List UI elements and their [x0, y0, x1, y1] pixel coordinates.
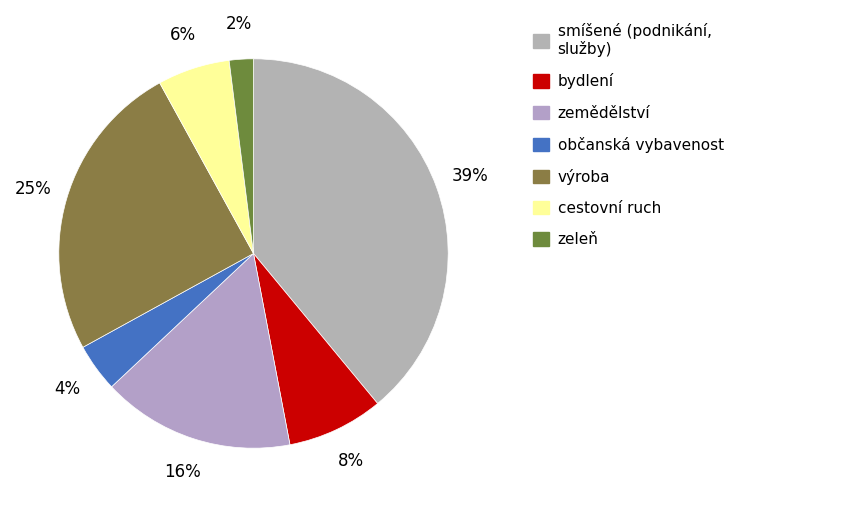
- Wedge shape: [229, 59, 253, 254]
- Wedge shape: [111, 254, 289, 448]
- Text: 8%: 8%: [338, 452, 364, 470]
- Text: 16%: 16%: [164, 463, 201, 481]
- Wedge shape: [59, 83, 253, 347]
- Text: 25%: 25%: [14, 180, 51, 198]
- Legend: smíšené (podnikání,
služby), bydlení, zemědělství, občanská vybavenost, výroba, : smíšené (podnikání, služby), bydlení, ze…: [533, 23, 723, 247]
- Text: 39%: 39%: [451, 167, 488, 185]
- Wedge shape: [83, 254, 253, 387]
- Text: 6%: 6%: [170, 26, 195, 44]
- Wedge shape: [253, 254, 377, 445]
- Wedge shape: [160, 60, 253, 254]
- Wedge shape: [253, 59, 447, 404]
- Text: 2%: 2%: [225, 15, 252, 33]
- Text: 4%: 4%: [55, 380, 81, 397]
